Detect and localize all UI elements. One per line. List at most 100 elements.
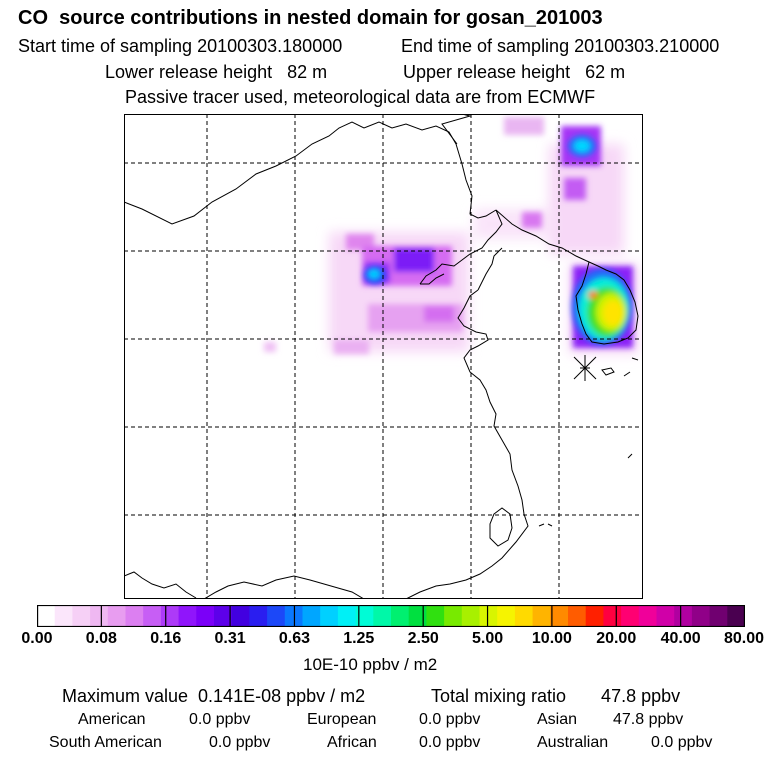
region-value-african: 0.0 ppbv xyxy=(419,734,481,751)
colorbar-swatch xyxy=(196,605,215,627)
colorbar-swatch xyxy=(656,605,675,627)
plume-patch xyxy=(522,212,542,228)
region-value-asian: 47.8 ppbv xyxy=(613,711,684,728)
graticule xyxy=(124,114,643,599)
plume-patch xyxy=(504,117,544,135)
colorbar-tick-label: 0.16 xyxy=(150,630,182,647)
map-title: CO source contributions in nested domain… xyxy=(18,7,603,29)
colorbar-swatch xyxy=(107,605,127,627)
coast-bohai xyxy=(420,273,445,285)
region-name-australian: Australian xyxy=(537,734,609,751)
colorbar-swatch xyxy=(621,605,640,627)
colorbar-tick-label: 10.00 xyxy=(531,630,572,647)
region-name-european: European xyxy=(307,711,377,728)
colorbar-swatch xyxy=(479,605,498,627)
hotspot xyxy=(574,140,590,152)
map-border xyxy=(124,114,643,599)
island xyxy=(627,453,633,459)
concentration-field xyxy=(264,117,639,354)
maximum-value-label: Maximum value 0.141E-08 ppbv / m2 xyxy=(62,686,366,706)
start-time-label: Start time of sampling 20100303.180000 xyxy=(18,36,343,56)
colorbar-swatch xyxy=(373,605,392,627)
plume-hotspots xyxy=(364,135,632,345)
border-line xyxy=(124,121,457,225)
colorbar-swatch xyxy=(568,605,587,627)
colorbar-swatch xyxy=(72,605,91,627)
region-name-african: African xyxy=(327,734,377,751)
colorbar-swatch xyxy=(444,605,463,627)
colorbar-swatch xyxy=(90,605,109,627)
island xyxy=(631,357,639,361)
colorbar-tick-label: 0.31 xyxy=(214,630,246,647)
border-line xyxy=(441,114,472,145)
colorbar-swatch xyxy=(727,605,746,627)
map-svg xyxy=(124,114,643,599)
colorbar-swatch xyxy=(674,605,693,627)
colorbar-tick-label: 0.08 xyxy=(85,630,117,647)
region-value-australian: 0.0 ppbv xyxy=(651,734,713,751)
colorbar-swatch xyxy=(355,605,374,627)
colorbar-swatch xyxy=(603,605,622,627)
colorbar-swatch xyxy=(585,605,604,627)
colorbar-swatch xyxy=(391,605,410,627)
colorbar-swatch xyxy=(37,605,56,627)
colorbar-tick-label: 2.50 xyxy=(407,630,439,647)
colorbar-swatch xyxy=(54,605,73,627)
tracer-note: Passive tracer used, meteorological data… xyxy=(125,87,596,107)
colorbar-swatch xyxy=(461,605,481,627)
coastlines xyxy=(124,114,639,599)
colorbar-swatch xyxy=(231,605,250,627)
region-name-american: American xyxy=(78,711,146,728)
map-panel xyxy=(124,114,643,599)
plume-patch xyxy=(334,340,369,354)
region-value-european: 0.0 ppbv xyxy=(419,711,481,728)
colorbar-swatch xyxy=(249,605,268,627)
colorbar-swatch xyxy=(267,605,286,627)
hotspot xyxy=(368,269,380,279)
colorbar-swatch xyxy=(550,605,569,627)
colorbar-swatch xyxy=(178,605,197,627)
colorbar-swatch xyxy=(532,605,551,627)
region-value-american: 0.0 ppbv xyxy=(189,711,251,728)
coast-china xyxy=(405,289,529,599)
coast-korea xyxy=(575,261,639,345)
colorbar-swatch xyxy=(214,605,233,627)
total-mixing-ratio-label: Total mixing ratio 47.8 ppbv xyxy=(431,686,681,706)
colorbar-border xyxy=(36,604,746,628)
island xyxy=(547,523,553,527)
coast-bohai xyxy=(419,209,503,285)
colorbar-swatch xyxy=(302,605,321,627)
end-time-label: End time of sampling 20100303.210000 xyxy=(401,36,720,56)
colorbar-svg xyxy=(36,604,746,628)
colorbar-swatch xyxy=(337,605,357,627)
plume-patch xyxy=(264,342,276,352)
colorbar-swatch xyxy=(125,605,144,627)
colorbar-swatch xyxy=(497,605,516,627)
region-name-south-american: South American xyxy=(49,734,162,751)
colorbar-swatch xyxy=(143,605,162,627)
plume-patch xyxy=(564,178,586,200)
coast-liaodong xyxy=(477,247,503,291)
plume-patch xyxy=(424,306,454,322)
border-line xyxy=(124,571,197,599)
border-line xyxy=(203,575,365,599)
colorbar-units: 10E-10 ppbv / m2 xyxy=(303,655,438,674)
hotspot xyxy=(588,291,598,299)
colorbar-tick-label: 20.00 xyxy=(596,630,637,647)
colorbar-tick-label: 0.00 xyxy=(21,630,53,647)
island xyxy=(538,523,545,527)
colorbar-swatch xyxy=(709,605,728,627)
colorbar-swatch xyxy=(514,605,534,627)
colorbar-swatch xyxy=(160,605,180,627)
colorbar-tick-label: 40.00 xyxy=(660,630,701,647)
colorbar-tick-label: 5.00 xyxy=(472,630,504,647)
border-line xyxy=(495,209,590,263)
colorbar-swatch xyxy=(408,605,427,627)
colorbar-tick-label: 80.00 xyxy=(724,630,765,647)
colorbar-swatch xyxy=(638,605,658,627)
coast-taiwan xyxy=(489,507,513,547)
colorbar xyxy=(36,604,746,628)
region-name-asian: Asian xyxy=(537,711,578,728)
plume-patch xyxy=(394,248,434,272)
upper-release-label: Upper release height 62 m xyxy=(403,62,626,82)
